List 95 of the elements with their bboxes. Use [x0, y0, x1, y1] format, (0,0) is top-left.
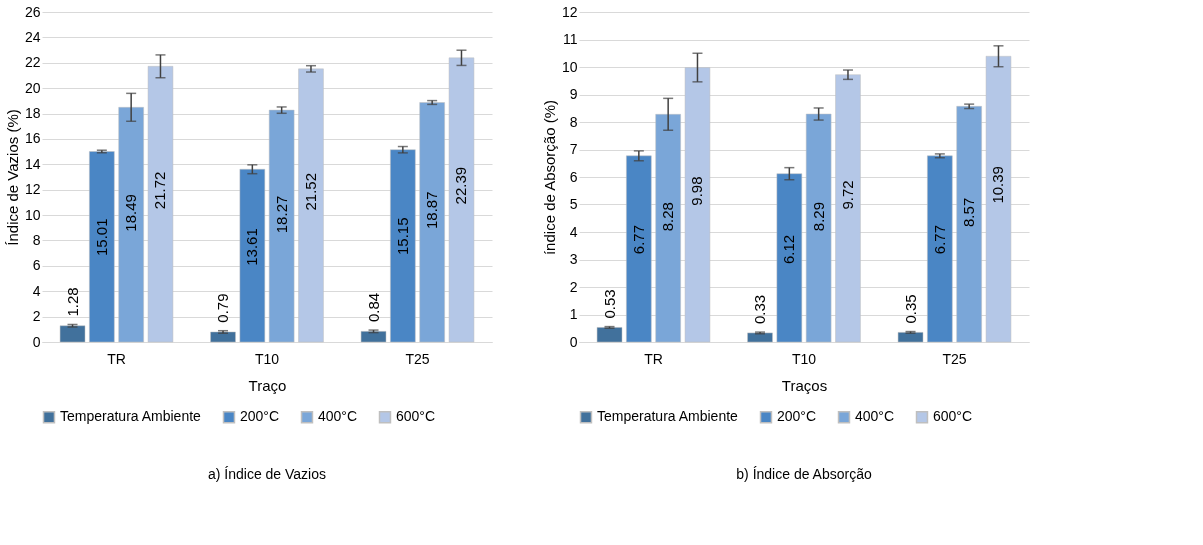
legend-label: 400°C: [318, 408, 358, 425]
data-label: 0.84: [364, 292, 382, 323]
bar: [360, 331, 387, 343]
y-tick-label: 6: [32, 257, 41, 274]
y-tick-label: 6: [569, 168, 578, 185]
legend-label: 200°C: [777, 408, 817, 425]
y-axis-title: Índice de Vazios (%): [3, 109, 21, 246]
text: b) Índice de Absorção: [736, 466, 872, 482]
bar: [298, 68, 324, 343]
y-tick-label: 10: [24, 206, 41, 223]
y-tick-label: 12: [24, 181, 41, 198]
bar: [419, 102, 445, 343]
y-tick-label: 11: [562, 31, 578, 47]
y-tick-label: 4: [32, 282, 41, 299]
y-tick-label: 0: [32, 333, 41, 350]
data-label: 18.49: [122, 194, 140, 232]
x-axis-title: Traço: [248, 376, 287, 394]
x-tick-label: T10: [254, 350, 280, 367]
y-tick-label: 8: [569, 113, 578, 130]
bar: [147, 66, 174, 343]
bar: [239, 169, 266, 343]
data-label: 8.29: [809, 202, 827, 232]
data-label: 21.52: [301, 173, 319, 211]
x-tick-label: T25: [405, 350, 430, 367]
y-tick-label: 26: [24, 3, 41, 20]
y-tick-label: 7: [569, 141, 578, 157]
x-tick-label: TR: [644, 350, 663, 367]
data-label: 10.39: [989, 166, 1007, 204]
data-label: 15.15: [393, 217, 411, 256]
bar: [626, 155, 652, 343]
x-axis-title: Traços: [781, 376, 828, 394]
text: a) Índice de Vazios: [207, 466, 327, 482]
y-tick-label: 3: [569, 251, 578, 267]
bar: [210, 331, 236, 343]
legend-label: 200°C: [240, 408, 280, 425]
bar: [835, 74, 861, 343]
bar: [655, 114, 681, 343]
data-label: 6.77: [930, 225, 948, 255]
data-label: 0.79: [214, 293, 232, 323]
data-label: 0.35: [901, 294, 919, 324]
data-label: 8.57: [960, 197, 978, 227]
bar: [985, 56, 1012, 343]
bar: [390, 149, 416, 343]
y-tick-label: 10: [561, 58, 578, 75]
x-tick-label: TR: [107, 350, 126, 367]
y-tick-label: 22: [24, 54, 41, 71]
bar: [59, 325, 86, 343]
y-tick-label: 12: [561, 3, 578, 20]
x-tick-label: T25: [942, 350, 967, 367]
bar: [118, 107, 144, 343]
data-label: 1.28: [63, 287, 81, 317]
bar: [927, 155, 953, 343]
bar: [596, 327, 623, 343]
y-tick-label: 0: [569, 333, 578, 350]
bar: [897, 332, 924, 343]
data-label: 6.12: [780, 234, 798, 265]
y-tick-label: 2: [569, 278, 578, 295]
y-tick-label: 14: [24, 155, 41, 172]
legend-label: 400°C: [855, 408, 895, 425]
data-label: 22.39: [452, 166, 470, 205]
legend-label: Temperatura Ambiente: [60, 408, 202, 425]
bar: [956, 106, 982, 343]
y-tick-label: 8: [32, 231, 41, 248]
data-label: 18.27: [272, 195, 290, 234]
y-tick-label: 4: [569, 223, 578, 240]
data-label: 15.01: [92, 218, 110, 256]
y-tick-label: 18: [24, 105, 41, 122]
data-label: 18.87: [423, 191, 441, 230]
data-label: 13.61: [243, 228, 261, 266]
bar: [89, 151, 115, 343]
data-label: 0.33: [751, 294, 769, 325]
y-tick-label: 2: [32, 308, 41, 325]
data-label: 0.53: [600, 289, 618, 319]
bar: [776, 173, 803, 343]
data-label: 21.72: [151, 171, 169, 210]
y-axis-title: índice de Absorção (%): [540, 99, 558, 256]
bar: [268, 109, 295, 343]
data-label: 8.28: [659, 202, 677, 232]
y-tick-label: 20: [24, 79, 41, 96]
data-label: 6.77: [629, 225, 647, 255]
y-tick-label: 1: [569, 306, 578, 322]
legend-label: Temperatura Ambiente: [597, 408, 739, 425]
legend-label: 600°C: [933, 408, 973, 425]
y-tick-label: 16: [24, 130, 41, 147]
y-tick-label: 24: [24, 28, 41, 45]
x-tick-label: T10: [791, 350, 817, 367]
y-tick-label: 9: [569, 86, 578, 102]
y-tick-label: 5: [569, 196, 578, 212]
bar: [805, 113, 832, 343]
bar: [747, 332, 773, 343]
bar: [448, 57, 475, 343]
data-label: 9.98: [688, 176, 706, 206]
bar: [684, 67, 711, 343]
legend-label: 600°C: [396, 408, 436, 425]
data-label: 9.72: [838, 180, 856, 210]
